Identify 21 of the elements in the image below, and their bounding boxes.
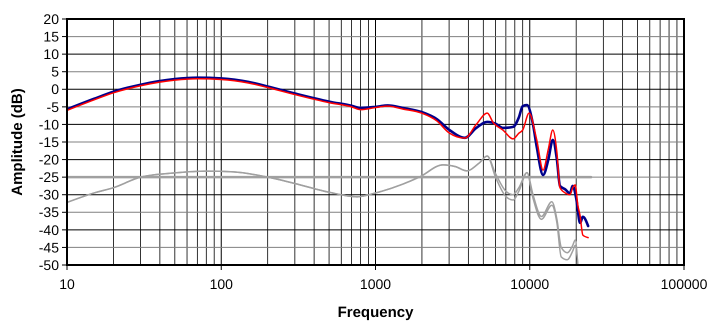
y-tick-label: -50 <box>38 256 60 273</box>
y-tick-label: 10 <box>43 46 60 62</box>
y-tick-label: 0 <box>51 81 60 98</box>
y-tick-label: 5 <box>51 64 60 80</box>
y-tick-label: -15 <box>38 134 60 150</box>
x-axis-title: Frequency <box>338 304 414 321</box>
y-tick-label: -30 <box>38 186 60 203</box>
x-tick-label: 10000 <box>510 276 550 292</box>
y-tick-label: -5 <box>46 98 60 115</box>
x-tick-label: 1000 <box>360 276 392 292</box>
y-tick-label: 15 <box>43 28 60 44</box>
y-tick-label: -45 <box>38 239 60 256</box>
y-tick-label: -10 <box>38 116 60 132</box>
y-tick-label: 20 <box>43 10 60 27</box>
y-tick-label: -20 <box>38 151 60 168</box>
x-tick-label: 100 <box>210 276 234 292</box>
y-tick-label: -35 <box>38 204 60 220</box>
y-axis-title: Amplitude (dB) <box>9 88 26 196</box>
y-tick-label: -25 <box>38 169 60 186</box>
x-tick-label: 100000 <box>660 276 708 292</box>
y-tick-label: -40 <box>38 222 60 238</box>
